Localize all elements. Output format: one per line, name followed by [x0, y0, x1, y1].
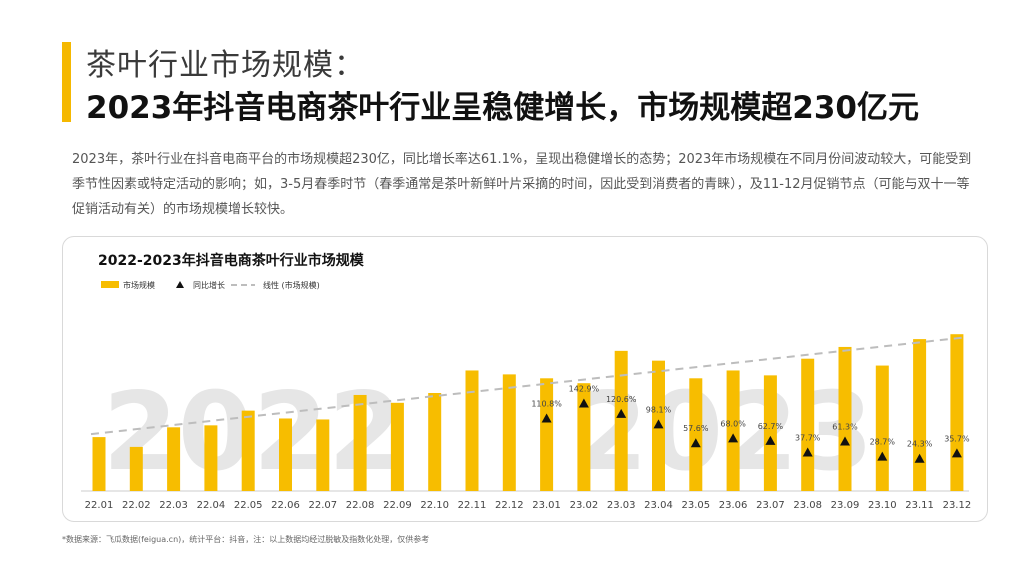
growth-label-23.07: 62.7%: [758, 422, 784, 431]
bar-23.05: [689, 378, 703, 491]
x-tick-22.08: 22.08: [346, 500, 375, 511]
growth-marker-23.03: [616, 408, 627, 418]
growth-marker-23.11: [914, 453, 925, 463]
bar-22.08: [353, 394, 367, 491]
market-size-chart: 20222023 2022-2023年抖音电商茶叶行业市场规模 市场规模同比增长…: [81, 252, 972, 511]
data-source-note: *数据来源：飞瓜数据(feigua.cn)，统计平台：抖音，注：以上数据均经过脱…: [62, 535, 430, 544]
x-tick-23.01: 23.01: [532, 500, 561, 511]
x-tick-23.06: 23.06: [719, 500, 748, 511]
bar-22.07: [316, 419, 330, 491]
legend-bar-label: 市场规模: [123, 280, 155, 290]
x-tick-23.07: 23.07: [756, 500, 785, 511]
bar-23.02: [577, 383, 591, 491]
growth-label-23.11: 24.3%: [907, 440, 933, 449]
x-tick-22.05: 22.05: [234, 500, 263, 511]
x-tick-22.03: 22.03: [159, 500, 188, 511]
x-tick-23.11: 23.11: [905, 500, 934, 511]
growth-marker-23.10: [877, 451, 888, 461]
bar-22.01: [92, 437, 106, 491]
bar-22.04: [204, 425, 218, 491]
x-tick-22.11: 22.11: [458, 500, 487, 511]
legend-marker-label: 同比增长: [193, 280, 225, 290]
x-tick-23.03: 23.03: [607, 500, 636, 511]
bar-22.05: [241, 410, 255, 491]
bar-23.03: [614, 350, 628, 491]
growth-marker-23.12: [951, 448, 962, 458]
x-tick-22.07: 22.07: [308, 500, 337, 511]
growth-marker-23.01: [541, 413, 552, 423]
bar-23.11: [913, 339, 927, 491]
growth-label-23.02: 142.9%: [569, 385, 600, 394]
trend-line: [90, 336, 968, 436]
legend-bar-swatch: [101, 281, 119, 288]
growth-label-23.10: 28.7%: [870, 438, 896, 447]
x-tick-22.01: 22.01: [85, 500, 114, 511]
bar-23.12: [950, 334, 964, 491]
chart-card: 20222023 2022-2023年抖音电商茶叶行业市场规模 市场规模同比增长…: [62, 236, 988, 522]
bar-23.08: [801, 358, 815, 491]
x-tick-23.12: 23.12: [943, 500, 972, 511]
bar-23.09: [838, 346, 852, 491]
summary-paragraph: 2023年，茶叶行业在抖音电商平台的市场规模超230亿，同比增长率达61.1%，…: [72, 152, 972, 217]
growth-label-23.03: 120.6%: [606, 395, 637, 404]
bar-22.09: [390, 402, 404, 491]
x-tick-23.10: 23.10: [868, 500, 897, 511]
growth-label-23.05: 57.6%: [683, 424, 709, 433]
x-tick-23.04: 23.04: [644, 500, 673, 511]
growth-marker-23.05: [690, 438, 701, 448]
x-tick-22.02: 22.02: [122, 500, 151, 511]
growth-marker-23.06: [728, 433, 739, 443]
growth-label-23.08: 37.7%: [795, 433, 821, 442]
x-tick-23.09: 23.09: [831, 500, 860, 511]
bar-22.02: [129, 446, 143, 491]
legend-trend-label: 线性 (市场规模): [263, 280, 320, 290]
growth-label-23.12: 35.7%: [944, 434, 970, 443]
x-tick-22.06: 22.06: [271, 500, 300, 511]
bar-22.06: [279, 418, 292, 491]
bar-22.03: [167, 427, 181, 491]
page-title: 2023年抖音电商茶叶行业呈稳健增长，市场规模超230亿元: [86, 90, 919, 126]
chart-title: 2022-2023年抖音电商茶叶行业市场规模: [98, 252, 365, 269]
growth-marker-23.07: [765, 435, 776, 445]
x-tick-23.05: 23.05: [681, 500, 710, 511]
x-tick-22.12: 22.12: [495, 500, 524, 511]
bar-23.01: [540, 378, 554, 491]
x-tick-22.04: 22.04: [197, 500, 226, 511]
x-tick-22.09: 22.09: [383, 500, 412, 511]
growth-label-23.01: 110.8%: [531, 399, 562, 408]
growth-label-23.04: 98.1%: [646, 405, 672, 414]
x-tick-22.10: 22.10: [420, 500, 449, 511]
bar-23.07: [763, 375, 777, 491]
growth-marker-23.09: [840, 436, 850, 446]
bar-22.11: [465, 370, 479, 491]
x-tick-23.08: 23.08: [793, 500, 822, 511]
growth-marker-23.04: [653, 419, 664, 429]
x-tick-23.02: 23.02: [570, 500, 599, 511]
growth-label-23.06: 68.0%: [720, 419, 746, 428]
section-subtitle: 茶叶行业市场规模：: [86, 48, 365, 83]
legend-marker-icon: [176, 281, 184, 288]
bar-23.06: [726, 370, 740, 491]
accent-bar: [62, 42, 71, 122]
growth-marker-23.02: [578, 398, 589, 408]
growth-marker-23.08: [802, 447, 813, 457]
bar-23.10: [875, 365, 889, 491]
chart-legend: 市场规模 同比增长 线性 (市场规模): [101, 280, 320, 290]
growth-label-23.09: 61.3%: [832, 422, 858, 431]
bar-22.10: [428, 393, 442, 491]
bar-22.12: [502, 374, 516, 491]
